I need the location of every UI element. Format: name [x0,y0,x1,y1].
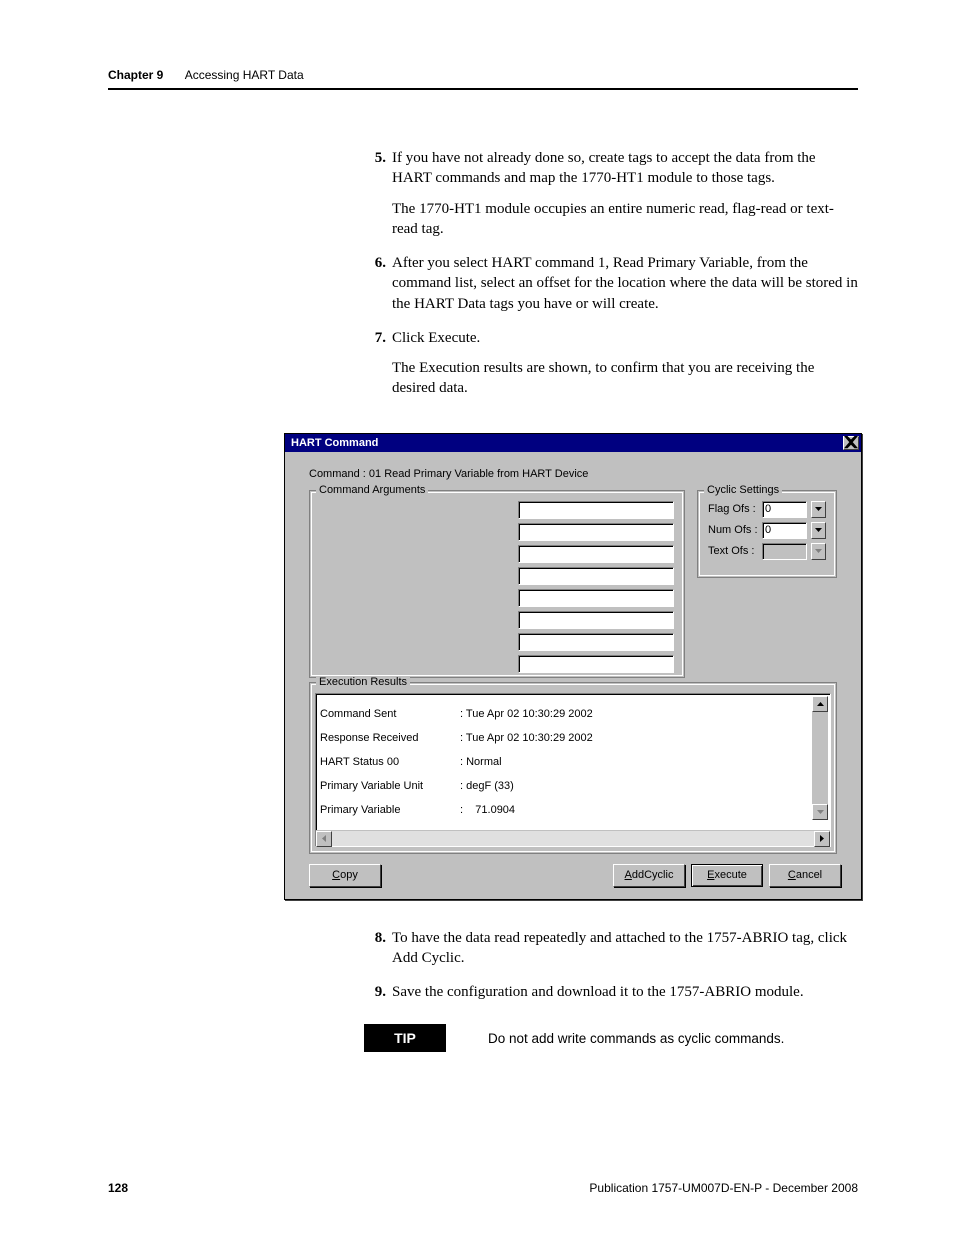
close-icon[interactable] [843,436,859,450]
step-7: 7. Click Execute. The Execution results … [364,328,858,399]
argument-field[interactable] [518,611,674,629]
argument-field[interactable] [518,501,674,519]
argument-field[interactable] [518,589,674,607]
step-8: 8. To have the data read repeatedly and … [364,928,858,969]
step-text: Save the configuration and download it t… [392,982,858,1002]
argument-field[interactable] [518,633,674,651]
dialog-titlebar: HART Command [285,434,861,452]
step-text: If you have not already done so, create … [392,148,858,189]
chevron-down-icon [811,543,826,560]
flag-ofs-field[interactable]: 0 [762,501,806,518]
step-number: 6. [364,253,386,314]
publication-info: Publication 1757-UM007D-EN-P - December … [589,1181,858,1195]
page-footer: 128 Publication 1757-UM007D-EN-P - Decem… [108,1181,858,1195]
page-number: 128 [108,1181,128,1195]
execution-results-text: Command Sent: Tue Apr 02 10:30:29 2002 R… [315,693,831,847]
step-text: To have the data read repeatedly and att… [392,928,858,969]
group-title: Execution Results [316,676,410,688]
step-9: 9. Save the configuration and download i… [364,982,858,1002]
text-ofs-label: Text Ofs : [708,545,758,557]
argument-field[interactable] [518,545,674,563]
step-5: 5. If you have not already done so, crea… [364,148,858,239]
execute-button[interactable]: Execute [691,864,763,887]
argument-field[interactable] [518,655,674,673]
chevron-down-icon[interactable] [811,522,826,539]
step-text: After you select HART command 1, Read Pr… [392,253,858,314]
step-number: 7. [364,328,386,399]
step-number: 8. [364,928,386,969]
argument-field[interactable] [518,567,674,585]
step-text: The Execution results are shown, to conf… [392,358,858,399]
tip-badge: TIP [364,1024,446,1052]
scroll-up-icon[interactable] [812,696,828,712]
vertical-scrollbar[interactable] [812,696,828,820]
command-label: Command : 01 Read Primary Variable from … [309,468,841,480]
cancel-button[interactable]: Cancel [769,864,841,887]
dialog-title: HART Command [291,437,378,449]
command-arguments-group: Command Arguments [309,490,685,678]
step-number: 5. [364,148,386,239]
horizontal-scrollbar[interactable] [316,830,830,846]
copy-button[interactable]: Copy [309,864,381,887]
hart-command-dialog: HART Command Command : 01 Read Primary V… [284,433,862,900]
num-ofs-label: Num Ofs : [708,524,758,536]
step-6: 6. After you select HART command 1, Read… [364,253,858,314]
tip-callout: TIP Do not add write commands as cyclic … [364,1024,858,1052]
step-text: Click Execute. [392,328,858,348]
text-ofs-field [762,543,806,560]
add-cyclic-button[interactable]: AddCyclic [613,864,685,887]
tip-text: Do not add write commands as cyclic comm… [488,1031,784,1046]
step-number: 9. [364,982,386,1002]
execution-results-group: Execution Results Command Sent: Tue Apr … [309,682,837,854]
chapter-title: Accessing HART Data [185,68,304,82]
chapter-label: Chapter 9 [108,68,163,82]
group-title: Command Arguments [316,484,428,496]
scroll-left-icon[interactable] [316,831,332,847]
cyclic-settings-group: Cyclic Settings Flag Ofs : 0 Num Ofs : 0 [697,490,837,578]
flag-ofs-label: Flag Ofs : [708,503,758,515]
scroll-right-icon[interactable] [814,831,830,847]
group-title: Cyclic Settings [704,484,782,496]
num-ofs-field[interactable]: 0 [762,522,806,539]
chevron-down-icon[interactable] [811,501,826,518]
step-text: The 1770-HT1 module occupies an entire n… [392,199,858,240]
page-header: Chapter 9 Accessing HART Data [108,68,858,90]
scroll-down-icon[interactable] [812,804,828,820]
argument-field[interactable] [518,523,674,541]
